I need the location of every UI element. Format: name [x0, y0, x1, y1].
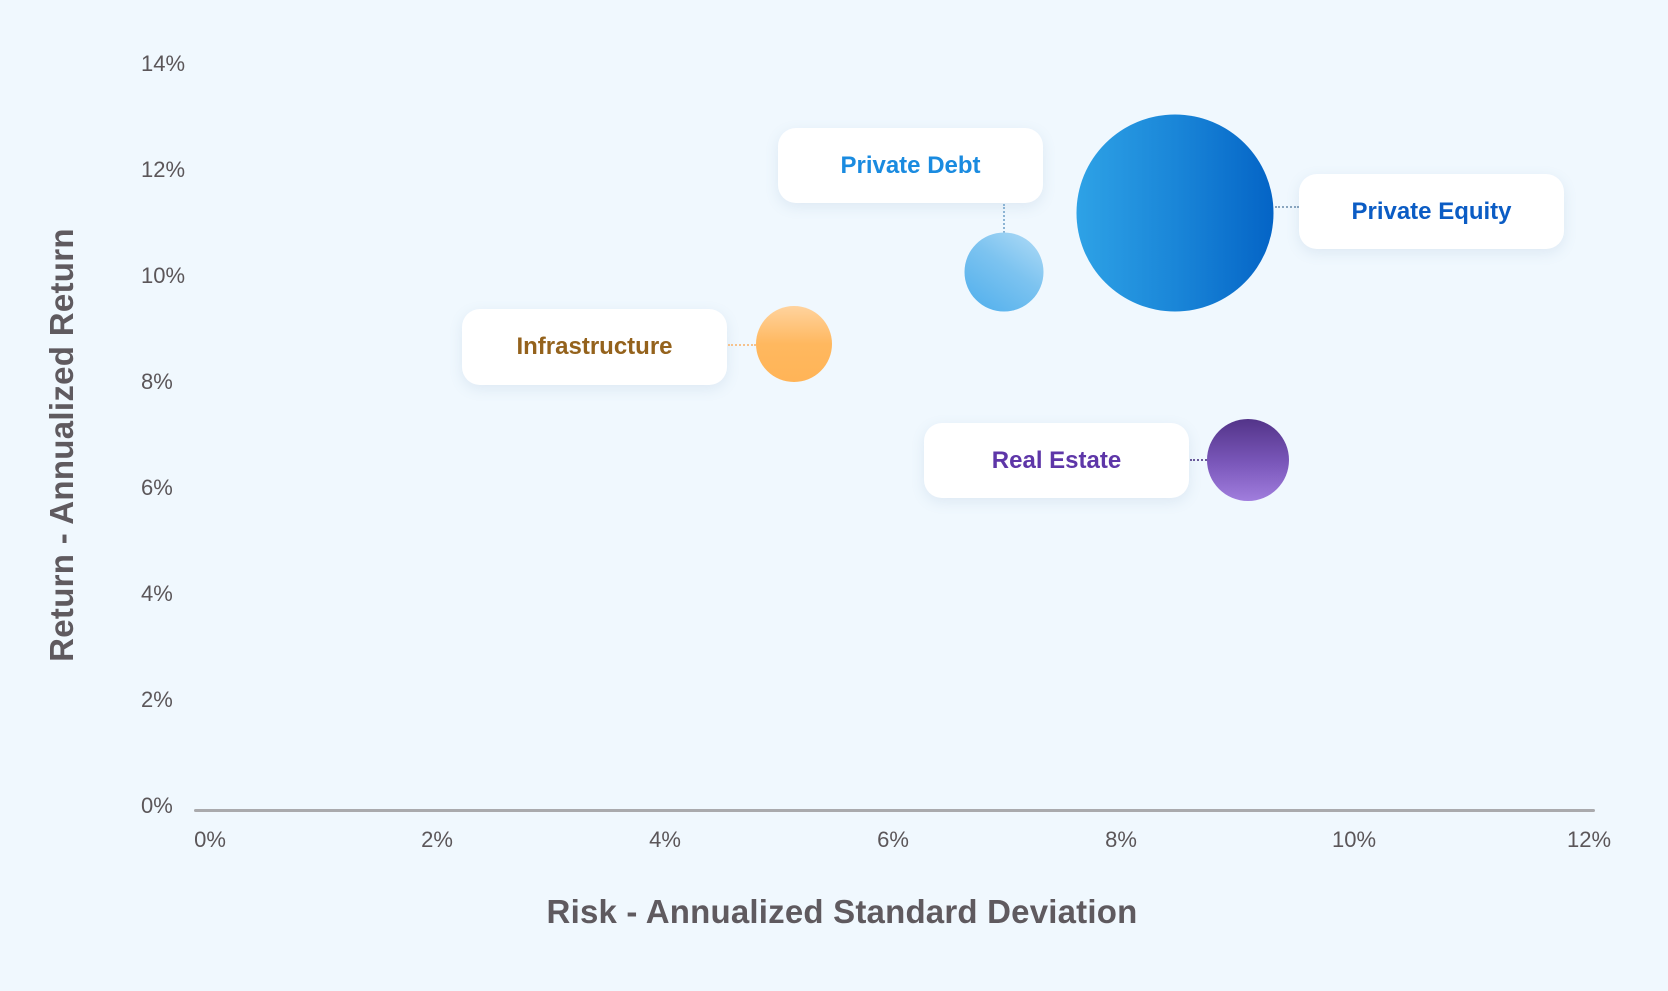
bubble-infrastructure[interactable]: [756, 306, 832, 382]
connector-private-debt: [1003, 204, 1005, 233]
x-axis-line: [194, 809, 1595, 812]
x-tick-10: 10%: [1331, 827, 1377, 852]
connector-private-equity: [1275, 206, 1299, 208]
label-private-debt[interactable]: Private Debt: [778, 128, 1043, 203]
bubble-private-equity[interactable]: [1076, 114, 1274, 312]
bubble-real-estate[interactable]: [1207, 419, 1289, 501]
y-tick-10: 10%: [141, 263, 186, 288]
connector-real-estate: [1190, 459, 1207, 461]
label-real-estate-text: Real Estate: [991, 446, 1122, 474]
y-tick-12: 12%: [141, 157, 186, 182]
x-tick-12: 12%: [1566, 827, 1612, 852]
label-private-equity[interactable]: Private Equity: [1299, 174, 1564, 249]
connector-infrastructure: [728, 344, 756, 346]
y-tick-6: 6%: [141, 475, 173, 500]
label-infrastructure[interactable]: Infrastructure: [462, 309, 727, 385]
y-axis-title: Return - Annualized Return: [43, 228, 80, 662]
y-tick-14: 14%: [141, 51, 186, 76]
x-tick-0: 0%: [194, 827, 226, 852]
y-tick-2: 2%: [141, 687, 173, 712]
y-tick-8: 8%: [141, 369, 173, 394]
label-real-estate[interactable]: Real Estate: [924, 423, 1189, 498]
bubble-private-debt[interactable]: [964, 232, 1044, 312]
label-private-equity-text: Private Equity: [1351, 197, 1512, 225]
x-tick-4: 4%: [649, 827, 681, 852]
x-axis-title: Risk - Annualized Standard Deviation: [546, 893, 1138, 930]
label-infrastructure-text: Infrastructure: [516, 333, 673, 360]
x-tick-8: 8%: [1105, 827, 1137, 852]
y-tick-4: 4%: [141, 581, 173, 606]
x-tick-6: 6%: [877, 827, 909, 852]
label-private-debt-text: Private Debt: [840, 151, 981, 179]
x-tick-2: 2%: [421, 827, 453, 852]
y-tick-0: 0%: [141, 793, 173, 818]
